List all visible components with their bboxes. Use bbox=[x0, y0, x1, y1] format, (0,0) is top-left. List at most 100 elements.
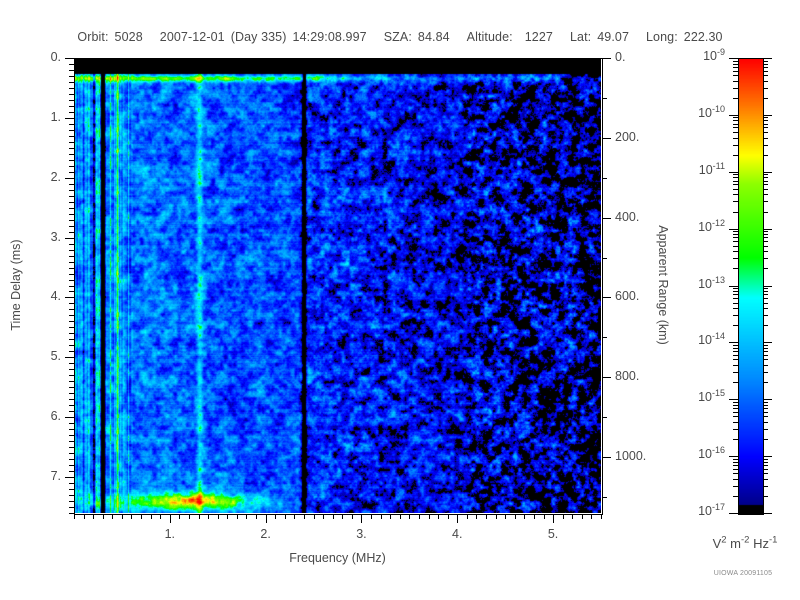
colorbar-minor-tick bbox=[763, 348, 768, 349]
y-right-major-tick bbox=[602, 58, 611, 59]
y-left-minor-tick bbox=[69, 244, 74, 245]
colorbar-minor-tick bbox=[733, 429, 738, 430]
x-minor-tick bbox=[534, 514, 535, 519]
colorbar-minor-tick bbox=[733, 308, 738, 309]
colorbar-minor-tick bbox=[733, 234, 738, 235]
y-left-minor-tick bbox=[69, 405, 74, 406]
colorbar-minor-tick bbox=[733, 496, 738, 497]
colorbar-tick-mantissa: 10 bbox=[698, 276, 712, 291]
colorbar-minor-tick bbox=[763, 405, 768, 406]
x-minor-tick bbox=[438, 514, 439, 519]
y-left-minor-tick bbox=[69, 411, 74, 412]
x-tick-label: 3. bbox=[356, 527, 367, 541]
y-left-minor-tick bbox=[69, 363, 74, 364]
y-right-minor-tick bbox=[602, 98, 607, 99]
y-left-minor-tick bbox=[69, 339, 74, 340]
colorbar-minor-tick bbox=[763, 231, 768, 232]
colorbar-tick-mantissa: 10 bbox=[703, 49, 717, 63]
colorbar-minor-tick bbox=[733, 479, 738, 480]
x-minor-tick bbox=[122, 514, 123, 519]
colorbar-minor-tick bbox=[763, 486, 768, 487]
colorbar-minor-tick bbox=[733, 75, 738, 76]
colorbar-minor-tick bbox=[733, 88, 738, 89]
colorbar-major-tick bbox=[729, 115, 738, 116]
colorbar-minor-tick bbox=[733, 127, 738, 128]
y-right-tick-label: 600. bbox=[615, 289, 640, 304]
colorbar-gradient bbox=[739, 59, 763, 514]
colorbar-minor-tick bbox=[733, 355, 738, 356]
y-left-minor-tick bbox=[69, 333, 74, 334]
y-left-minor-tick bbox=[69, 495, 74, 496]
lat-value: 49.07 bbox=[597, 30, 629, 44]
x-minor-tick bbox=[544, 514, 545, 519]
colorbar-tick-exponent: -15 bbox=[711, 388, 725, 399]
x-major-tick bbox=[170, 514, 171, 523]
y-left-tick-label: 5. bbox=[50, 349, 61, 364]
y-left-minor-tick bbox=[69, 76, 74, 77]
y-left-major-tick bbox=[65, 58, 74, 59]
y-right-tick-label: 0. bbox=[615, 50, 626, 64]
y-right-major-tick bbox=[602, 377, 611, 378]
colorbar-tick-mantissa: 10 bbox=[698, 390, 712, 405]
x-minor-tick bbox=[515, 514, 516, 519]
colorbar-minor-tick bbox=[763, 67, 768, 68]
x-minor-tick bbox=[237, 514, 238, 519]
colorbar-unit-hz: Hz bbox=[749, 536, 769, 551]
colorbar-minor-tick bbox=[733, 288, 738, 289]
colorbar-major-tick bbox=[763, 513, 772, 514]
y-left-minor-tick bbox=[69, 184, 74, 185]
colorbar-tick-exponent: -11 bbox=[712, 160, 725, 171]
x-minor-tick bbox=[505, 514, 506, 519]
y-left-minor-tick bbox=[69, 124, 74, 125]
y-left-minor-tick bbox=[69, 214, 74, 215]
colorbar-minor-tick bbox=[763, 365, 768, 366]
colorbar-tick-exponent: -9 bbox=[716, 46, 725, 57]
x-minor-tick bbox=[151, 514, 152, 519]
colorbar-minor-tick bbox=[763, 496, 768, 497]
colorbar-minor-tick bbox=[733, 298, 738, 299]
x-minor-tick bbox=[93, 514, 94, 519]
colorbar-minor-tick bbox=[733, 351, 738, 352]
colorbar-minor-tick bbox=[733, 315, 738, 316]
colorbar-minor-tick bbox=[763, 155, 768, 156]
colorbar-minor-tick bbox=[733, 71, 738, 72]
x-minor-tick bbox=[342, 514, 343, 519]
colorbar-tick-mantissa: 10 bbox=[698, 447, 712, 462]
colorbar-minor-tick bbox=[733, 359, 738, 360]
colorbar-tick-exponent: -17 bbox=[711, 501, 725, 512]
colorbar-major-tick bbox=[729, 286, 738, 287]
y-left-tick-label: 1. bbox=[50, 109, 61, 124]
x-tick-label: 5. bbox=[547, 527, 559, 541]
y-axis-left-title: Time Delay (ms) bbox=[9, 238, 23, 331]
y-left-minor-tick bbox=[69, 345, 74, 346]
colorbar-tick-mantissa: 10 bbox=[698, 504, 712, 518]
colorbar bbox=[738, 58, 764, 515]
colorbar-minor-tick bbox=[733, 439, 738, 440]
colorbar-minor-tick bbox=[763, 241, 768, 242]
colorbar-minor-tick bbox=[763, 184, 768, 185]
colorbar-minor-tick bbox=[733, 181, 738, 182]
y-right-minor-tick bbox=[602, 258, 607, 259]
y-left-minor-tick bbox=[69, 459, 74, 460]
colorbar-minor-tick bbox=[733, 184, 738, 185]
long-label: Long: bbox=[646, 30, 678, 44]
colorbar-minor-tick bbox=[733, 372, 738, 373]
colorbar-minor-tick bbox=[763, 359, 768, 360]
colorbar-minor-tick bbox=[733, 486, 738, 487]
y-left-minor-tick bbox=[69, 262, 74, 263]
colorbar-tick-mantissa: 10 bbox=[698, 333, 712, 348]
x-minor-tick bbox=[323, 514, 324, 519]
colorbar-tick-label: 10-17 bbox=[660, 501, 725, 518]
colorbar-minor-tick bbox=[733, 241, 738, 242]
y-right-minor-tick bbox=[602, 497, 607, 498]
x-minor-tick bbox=[160, 514, 161, 519]
y-left-minor-tick bbox=[69, 196, 74, 197]
y-left-minor-tick bbox=[69, 112, 74, 113]
y-right-minor-tick bbox=[602, 337, 607, 338]
colorbar-minor-tick bbox=[733, 67, 738, 68]
x-minor-tick bbox=[409, 514, 410, 519]
x-tick-label: 2. bbox=[260, 527, 271, 541]
x-minor-tick bbox=[189, 514, 190, 519]
colorbar-minor-tick bbox=[733, 64, 738, 65]
y-left-minor-tick bbox=[69, 226, 74, 227]
